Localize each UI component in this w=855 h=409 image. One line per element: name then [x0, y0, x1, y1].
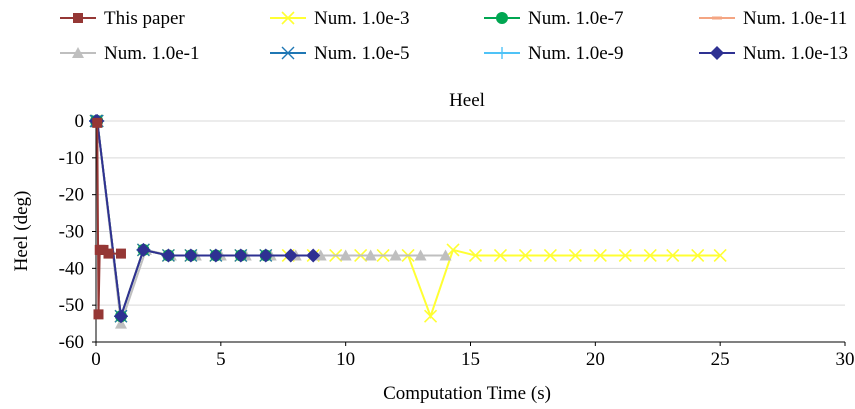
series-num-1-0e-1 — [90, 115, 452, 329]
legend: This paper Num. 1.0e-1 Num. 1.0e-3 Num. 1.0… — [60, 8, 848, 64]
legend-item-num-1-0e-1: Num. 1.0e-1 — [60, 43, 200, 64]
series-line-num-1-0e-9 — [96, 120, 314, 317]
data-point-num-1-0e-1 — [389, 249, 402, 261]
series-line-num-1-0e-3 — [96, 120, 721, 320]
data-point-num-1-0e-1 — [364, 249, 377, 261]
data-point-num-1-0e-3 — [446, 243, 460, 257]
x-tick-label: 0 — [91, 349, 101, 370]
legend-label: Num. 1.0e-13 — [743, 43, 848, 64]
legend-swatch-marker — [281, 46, 295, 60]
legend-swatch-marker — [281, 11, 295, 25]
data-point-num-1-0e-13 — [283, 248, 298, 263]
x-tick-label: 25 — [711, 349, 730, 370]
data-point-num-1-0e-13 — [208, 248, 223, 263]
x-tick-label: 15 — [461, 349, 480, 370]
series-line-num-1-0e-1 — [96, 120, 446, 324]
legend-swatch-marker — [73, 13, 83, 23]
data-point-num-1-0e-3 — [593, 248, 607, 263]
legend-label: Num. 1.0e-7 — [528, 8, 624, 29]
x-axis-label: Computation Time (s) — [383, 383, 551, 404]
y-tick-label: -30 — [59, 222, 84, 243]
x-tick-label: 20 — [586, 349, 605, 370]
data-point-this-paper — [92, 117, 103, 128]
data-point-num-1-0e-13 — [136, 242, 151, 257]
series-line-num-1-0e-5 — [96, 120, 266, 317]
y-tick-label: -20 — [59, 185, 84, 206]
data-point-num-1-0e-13 — [258, 248, 273, 263]
legend-label: Num. 1.0e-9 — [528, 43, 624, 64]
data-point-num-1-0e-3 — [643, 248, 657, 263]
legend-label: Num. 1.0e-3 — [314, 8, 410, 29]
series-num-1-0e-9 — [90, 115, 320, 323]
data-point-num-1-0e-1 — [439, 249, 452, 261]
legend-swatch-marker — [710, 46, 724, 60]
data-point-num-1-0e-3 — [518, 248, 532, 263]
series-num-1-0e-11 — [91, 119, 319, 318]
data-point-num-1-0e-13 — [113, 309, 128, 324]
data-point-num-1-0e-3 — [691, 248, 705, 263]
y-axis-label: Heel (deg) — [11, 191, 32, 272]
data-point-this-paper — [115, 248, 126, 259]
chart-title: Heel — [449, 90, 485, 111]
data-point-this-paper — [103, 248, 114, 259]
data-point-num-1-0e-13 — [183, 248, 198, 263]
x-tick-label: 30 — [836, 349, 855, 370]
data-point-num-1-0e-3 — [493, 248, 508, 263]
y-tick-label: -40 — [59, 258, 84, 279]
y-tick-label: -60 — [59, 332, 84, 353]
legend-item-num-1-0e-3: Num. 1.0e-3 — [270, 8, 410, 29]
legend-swatch-marker — [72, 47, 84, 58]
data-point-num-1-0e-3 — [468, 248, 483, 263]
data-point-num-1-0e-3 — [713, 248, 727, 263]
data-point-num-1-0e-3 — [666, 248, 680, 263]
x-tick-labels: 0 5 10 15 20 25 30 — [91, 342, 855, 370]
data-point-num-1-0e-1 — [414, 249, 427, 261]
gridlines — [96, 120, 845, 343]
series-line-num-1-0e-7 — [96, 120, 266, 317]
series-line-num-1-0e-11 — [96, 120, 314, 317]
y-tick-labels: 0 -10 -20 -30 -40 -50 -60 — [59, 111, 96, 353]
data-point-num-1-0e-13 — [306, 248, 321, 263]
data-point-num-1-0e-3 — [568, 248, 582, 263]
legend-item-num-1-0e-11: Num. 1.0e-11 — [699, 8, 847, 29]
legend-item-num-1-0e-9: Num. 1.0e-9 — [484, 43, 624, 64]
legend-swatch-marker — [712, 16, 722, 20]
legend-item-num-1-0e-7: Num. 1.0e-7 — [484, 8, 624, 29]
legend-label: Num. 1.0e-1 — [104, 43, 200, 64]
series-line-num-1-0e-13 — [96, 120, 314, 317]
data-point-num-1-0e-13 — [161, 248, 176, 263]
series-num-1-0e-3 — [89, 114, 727, 323]
data-point-this-paper — [93, 309, 104, 320]
data-point-num-1-0e-3 — [618, 248, 632, 263]
legend-label: This paper — [104, 8, 185, 29]
data-point-num-1-0e-3 — [423, 309, 438, 323]
data-point-num-1-0e-1 — [339, 249, 352, 261]
legend-swatch-marker — [496, 12, 508, 24]
legend-item-this-paper: This paper — [60, 8, 185, 29]
legend-label: Num. 1.0e-11 — [743, 8, 847, 29]
data-point-num-1-0e-3 — [543, 248, 557, 263]
legend-label: Num. 1.0e-5 — [314, 43, 410, 64]
x-tick-label: 5 — [216, 349, 226, 370]
series-layer — [89, 114, 727, 329]
y-tick-label: -10 — [59, 148, 84, 169]
legend-item-num-1-0e-5: Num. 1.0e-5 — [270, 43, 410, 64]
series-num-1-0e-13 — [89, 114, 321, 324]
series-this-paper — [92, 117, 126, 320]
legend-swatch-marker — [496, 47, 508, 59]
data-point-num-1-0e-13 — [233, 248, 248, 263]
y-tick-label: 0 — [75, 111, 85, 132]
legend-item-num-1-0e-13: Num. 1.0e-13 — [699, 43, 848, 64]
x-tick-label: 10 — [336, 349, 355, 370]
y-tick-label: -50 — [59, 295, 84, 316]
